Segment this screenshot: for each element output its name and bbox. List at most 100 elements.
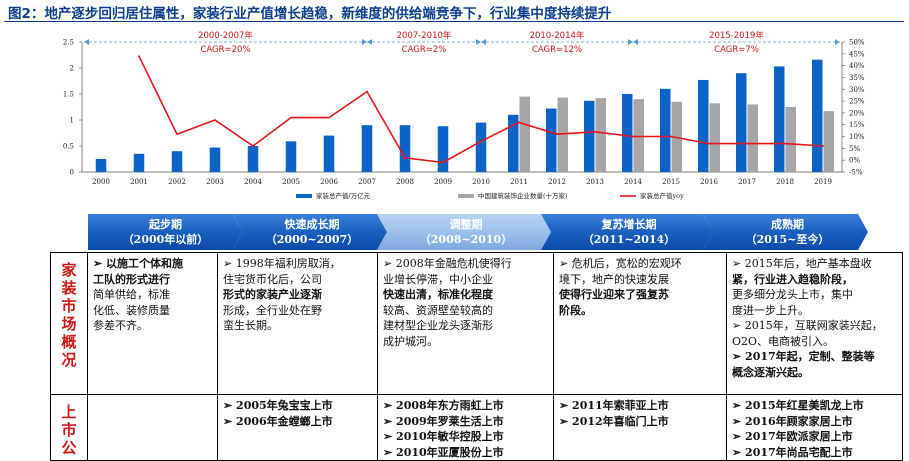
bar-firms — [633, 99, 644, 172]
bar-output — [475, 122, 487, 172]
bar-output — [622, 94, 633, 172]
point-yoy — [784, 142, 786, 145]
phase-name: 成熟期 — [771, 217, 804, 231]
right-tick-label: 30% — [849, 86, 865, 94]
legend-swatch-output — [296, 194, 312, 198]
point-yoy — [632, 135, 634, 138]
cell-line: 工队的形式进行 — [93, 272, 170, 286]
cell-line: 较高、资源壁垒较高的 — [383, 303, 493, 317]
cell-line: ➢ 1998年福利房取消， — [223, 257, 341, 270]
phase-name: 复苏增长期 — [601, 217, 657, 231]
period-cagr: CAGR=2% — [402, 45, 447, 55]
phase-name: 调整期 — [450, 217, 483, 231]
cell-line: 更多细分龙头上市，集中 — [732, 288, 853, 301]
overview-cell-3: ➢ 2008年金融危机使得行 业增长停滞，中小企业 快速出清，标准化程度 较高、资源壁… — [377, 252, 554, 395]
row-header-listings: 上 市 公 — [50, 394, 88, 461]
cell-line: 业增长停滞，中小企业 — [383, 272, 493, 286]
point-yoy — [480, 140, 482, 143]
bar-firms — [823, 111, 834, 172]
period-cagr-bg — [531, 44, 583, 54]
point-yoy — [176, 133, 178, 136]
phase-chevron — [377, 214, 551, 250]
phase-years: （2015~至今） — [746, 232, 830, 246]
x-tick-label: 2011 — [510, 178, 528, 186]
x-tick-label: 2015 — [662, 178, 680, 186]
bar-output — [399, 125, 411, 172]
phase-years: （2000~2007） — [266, 233, 358, 246]
point-yoy — [822, 145, 824, 147]
period-arrow-right — [628, 39, 633, 45]
left-tick-label: 2.5 — [63, 39, 74, 47]
point-yoy — [670, 135, 672, 138]
point-yoy — [708, 142, 710, 145]
bar-output — [247, 146, 259, 172]
period-annotations: 2000-2007年 CAGR=20% 2007-2010年 CAGR=2% 2010-… — [84, 29, 840, 55]
period-range: 2007-2010年 — [397, 30, 452, 41]
x-tick-label: 2018 — [776, 178, 794, 186]
yoy-line — [138, 55, 824, 164]
period-cagr: CAGR=20% — [200, 45, 250, 55]
combo-chart: 2000-2007年CAGR=20%2007-2010年CAGR=2%2010-… — [63, 29, 865, 200]
bar-output — [171, 151, 183, 172]
cell-line: 概念逐渐兴起。 — [732, 365, 809, 379]
phase-bar: 起步期（2000年以前） 快速成长期 （2000~2007） 调整期 （2008~201… — [88, 214, 868, 250]
phase-years: （2011~2014） — [583, 233, 675, 246]
period-cagr: CAGR=12% — [532, 45, 582, 55]
period-arrow-right — [476, 39, 481, 45]
cell-line: 境下，地产的快速发展 — [559, 272, 669, 286]
cell-line: ➢ 2015年，互联网家装兴起， — [732, 319, 883, 332]
listings-cell-3: ➢ 2008年东方雨虹上市 ➢ 2009年罗莱生活上市 ➢ 2010年敏华控股上市 ➢… — [377, 394, 554, 461]
x-tick-label: 2019 — [814, 178, 832, 186]
bar-output — [95, 159, 107, 172]
right-tick-label: 50% — [849, 39, 865, 47]
right-tick-label: 5% — [849, 145, 860, 153]
table-row-overview: 家 装 市 场 概 况 ➢ 以施工个体和施 工队的形式进行 简单供给，标准 化低、装修… — [50, 252, 903, 395]
cell-line: 紧，行业进入趋稳阶段， — [732, 272, 853, 286]
phase-chevron — [703, 214, 868, 250]
period-arrow-left — [481, 39, 486, 45]
bar-output — [660, 88, 671, 172]
x-tick-label: 2009 — [434, 178, 452, 186]
point-yoy — [138, 55, 140, 58]
point-yoy — [556, 133, 558, 136]
table-row-listings: 上 市 公 ➢ 2005年兔宝宝上市 ➢ 2006年金螳螂上市 ➢ 2008年东方… — [50, 394, 903, 461]
listings-cell-1 — [87, 394, 218, 461]
bar-output — [209, 147, 221, 172]
right-tick-label: 25% — [849, 98, 865, 106]
bar-firms — [519, 96, 530, 172]
period-arrow-right — [362, 39, 367, 45]
bar-output — [736, 73, 747, 172]
legend-label-firms: 中国建筑装饰企业数量(十万家) — [478, 191, 568, 200]
bar-output — [584, 100, 595, 172]
cell-line: ➢ 危机后，宽松的宏观环 — [559, 257, 682, 270]
bar-output — [546, 108, 557, 172]
x-tick-label: 2010 — [472, 178, 490, 186]
cell-line: ➢ 2008年金融危机使得行 — [383, 257, 512, 270]
cell-line: ➢ 2012年喜临门上市 — [559, 414, 669, 428]
bar-output — [361, 125, 373, 172]
x-tick-label: 2003 — [206, 178, 224, 186]
cell-line: ➢ 2008年东方雨虹上市 — [383, 399, 504, 412]
bar-firms — [785, 107, 796, 172]
right-tick-label: 0% — [849, 157, 860, 165]
phase-years: （2008~2010） — [420, 233, 512, 246]
period-arrow-left — [633, 39, 638, 45]
cell-line: 简单供给，标准 — [93, 288, 170, 301]
cell-line: ➢ 2016年顾家家居上市 — [732, 414, 853, 428]
cell-line: 阶段。 — [559, 303, 592, 317]
x-tick-label: 2001 — [130, 178, 148, 186]
period-arrow-right — [835, 39, 840, 45]
left-tick-label: 1 — [70, 117, 74, 125]
row-header-overview: 家 装 市 场 概 况 — [50, 252, 88, 395]
cell-line: 快速出清，标准化程度 — [383, 288, 493, 301]
point-yoy — [214, 119, 216, 121]
left-tick-label: 1.5 — [63, 91, 74, 99]
left-tick-label: 2 — [70, 65, 74, 73]
x-tick-label: 2000 — [92, 178, 110, 186]
bar-firms — [595, 98, 606, 172]
phase-chevron — [233, 214, 387, 250]
legend-swatch-firms — [458, 194, 474, 198]
title-rule — [4, 21, 904, 22]
period-label-bg — [191, 29, 260, 40]
cell-line: ➢ 2015年红星美凯龙上市 — [732, 399, 864, 412]
